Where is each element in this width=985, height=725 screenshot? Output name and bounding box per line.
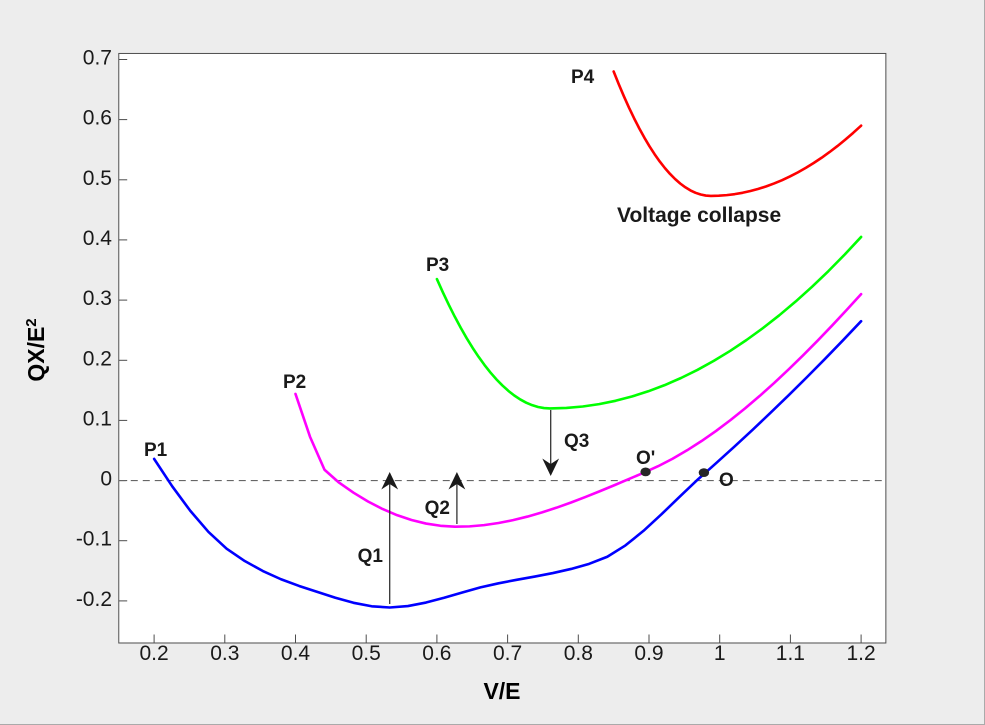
svg-text:0.5: 0.5 [83, 167, 112, 190]
svg-text:0.3: 0.3 [83, 287, 112, 310]
svg-text:0: 0 [100, 468, 112, 491]
svg-text:1: 1 [714, 642, 726, 665]
svg-text:0.9: 0.9 [634, 642, 663, 665]
svg-text:V/E: V/E [483, 678, 520, 704]
svg-text:-0.2: -0.2 [76, 588, 112, 611]
svg-text:0.7: 0.7 [493, 642, 522, 665]
svg-text:Q2: Q2 [425, 498, 450, 519]
svg-text:0.8: 0.8 [564, 642, 593, 665]
svg-text:P3: P3 [426, 255, 449, 276]
svg-text:Q1: Q1 [358, 546, 384, 567]
svg-text:1.1: 1.1 [776, 642, 805, 665]
svg-text:0.6: 0.6 [83, 107, 112, 130]
svg-text:0.4: 0.4 [83, 227, 113, 250]
svg-text:O': O' [636, 448, 655, 469]
svg-text:Q3: Q3 [564, 431, 589, 452]
svg-text:P1: P1 [144, 440, 168, 461]
svg-text:P4: P4 [571, 67, 595, 88]
svg-text:0.5: 0.5 [352, 642, 381, 665]
svg-text:0.7: 0.7 [83, 47, 112, 70]
svg-text:O: O [719, 470, 734, 491]
svg-text:P2: P2 [283, 372, 306, 393]
svg-text:0.4: 0.4 [281, 642, 311, 665]
svg-text:0.3: 0.3 [210, 642, 239, 665]
svg-text:1.2: 1.2 [846, 642, 875, 665]
svg-text:0.2: 0.2 [83, 347, 112, 370]
svg-text:QX/E2: QX/E2 [23, 318, 50, 381]
svg-text:0.6: 0.6 [422, 642, 451, 665]
svg-text:0.1: 0.1 [83, 407, 112, 430]
svg-text:Voltage collapse: Voltage collapse [617, 204, 781, 227]
svg-text:0.2: 0.2 [139, 642, 168, 665]
svg-text:-0.1: -0.1 [76, 528, 112, 551]
